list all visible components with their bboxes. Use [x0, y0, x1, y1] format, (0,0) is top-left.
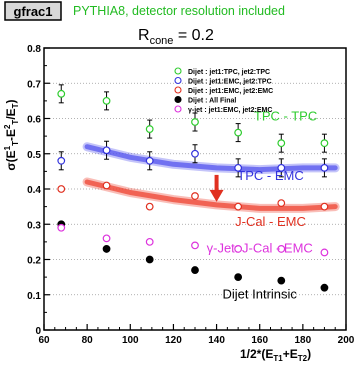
- series-3-point-2: [145, 255, 154, 264]
- series-0-point-2: [145, 125, 154, 133]
- rcone-sub: cone: [150, 35, 174, 47]
- annotation-3: γ-Jet: J-Cal - EMC: [207, 240, 313, 255]
- axes: 0 0.1 0.2 0.3 0.4 0.5 0.6 0.7 0.8 60 80 100 120 140 16…: [27, 44, 355, 346]
- x-tick-label-5: 160: [251, 335, 268, 346]
- series-1-point-3: [191, 149, 199, 158]
- series-2-point-5: [277, 199, 286, 208]
- annotations: TPC - TPC TPC - EMC J-Cal - EMC γ-Jet: J-Ca…: [207, 108, 318, 301]
- series-1-point-1: [102, 146, 111, 155]
- x-tick-label-1: 80: [82, 335, 94, 346]
- x-tick-label-3: 120: [165, 335, 182, 346]
- y-tick-label-4: 0.4: [27, 185, 41, 196]
- x-tick-label-2: 100: [122, 335, 139, 346]
- annotation-4: Dijet Intrinsic: [223, 286, 298, 301]
- y-tick-label-7: 0.7: [27, 79, 41, 90]
- series-2-point-3: [191, 192, 199, 200]
- series-3-point-4: [234, 273, 243, 282]
- legend-entry-0: Dijet : jet1:TPC, jet2:TPC: [188, 69, 270, 76]
- legend-marker-0: [174, 67, 182, 75]
- legend-marker-3: [174, 95, 182, 104]
- series-2-point-6: [320, 202, 329, 211]
- series-0-point-3: [191, 118, 199, 126]
- y-tick-label-3: 0.3: [27, 220, 41, 231]
- tag-label: gfrac1: [13, 4, 52, 19]
- series-4-point-6: [320, 248, 329, 257]
- annotation-1: TPC - EMC: [237, 168, 303, 183]
- series-1-point-4: [234, 163, 243, 172]
- series-0-point-6: [320, 139, 329, 148]
- series-3-point-5: [277, 276, 286, 285]
- series-0-point-5: [277, 139, 286, 148]
- legend-entry-1: Dijet : jet1:EMC, jet2:TPC: [188, 79, 272, 86]
- legend-marker-2: [174, 86, 182, 94]
- series-4-point-4: [234, 245, 243, 253]
- series-3-point-3: [191, 266, 199, 274]
- series-4-point-0: [57, 223, 66, 232]
- arrow-head: [209, 189, 224, 202]
- series-3-point-1: [102, 245, 111, 253]
- series-1-point-6: [320, 163, 329, 172]
- x-tick-label-6: 180: [295, 335, 312, 346]
- legend-entry-2: Dijet : jet1:EMC, jet2:EMC: [188, 88, 273, 95]
- series-2-point-4: [234, 202, 243, 211]
- x-tick-label-7: 200: [338, 335, 355, 346]
- band-0: [84, 144, 338, 173]
- bands: [82, 142, 340, 213]
- series-1-point-5: [277, 163, 286, 172]
- chart-subtitle: PYTHIA8, detector resolution included: [73, 4, 285, 18]
- legend-entry-3: Dijet : All Final: [188, 98, 236, 105]
- series-1-point-0: [57, 156, 66, 165]
- series-4-point-3: [191, 241, 199, 250]
- band-1: [84, 179, 338, 211]
- tag-box: [4, 1, 62, 21]
- series-2-point-1: [102, 181, 111, 190]
- legend-marker-1: [174, 76, 182, 85]
- y-tick-label-2: 0.2: [27, 256, 41, 267]
- y-axis-label: σ(E1T-E2T/ET): [3, 99, 20, 170]
- y-tick-label-8: 0.8: [27, 44, 41, 55]
- annotation-2: J-Cal - EMC: [235, 214, 306, 229]
- series-2-point-2: [145, 202, 154, 211]
- y-tick-label-5: 0.5: [27, 150, 41, 161]
- legend-marker-4: [174, 105, 182, 113]
- series-0-point-4: [234, 128, 243, 137]
- x-tick-label-4: 140: [208, 335, 225, 346]
- series-1-point-2: [145, 156, 154, 165]
- y-tick-label-1: 0.1: [27, 291, 41, 302]
- rcone-main: R: [138, 27, 150, 44]
- series-4-point-2: [145, 237, 154, 246]
- y-tick-label-6: 0.6: [27, 115, 41, 126]
- legend: Dijet : jet1:TPC, jet2:TPC Dijet : jet1:E…: [174, 67, 273, 114]
- series: [57, 84, 329, 292]
- rcone-label: Rcone = 0.2: [138, 27, 214, 47]
- x-tick-label-0: 60: [38, 335, 50, 346]
- series-4-point-1: [102, 234, 111, 243]
- series-0-point-1: [102, 96, 111, 105]
- y-tick-label-0: 0: [35, 326, 41, 337]
- x-axis-label: 1/2*(ET1+ET2): [240, 347, 311, 363]
- series-0-point-0: [57, 89, 66, 98]
- series-4-point-5: [277, 245, 286, 253]
- rcone-value: = 0.2: [173, 27, 214, 44]
- series-2-point-0: [57, 185, 66, 193]
- legend-entry-4: γ-jet : jet1:EMC, jet2:EMC: [188, 107, 272, 114]
- annotation-0: TPC - TPC: [254, 108, 317, 123]
- series-3-point-6: [320, 283, 329, 292]
